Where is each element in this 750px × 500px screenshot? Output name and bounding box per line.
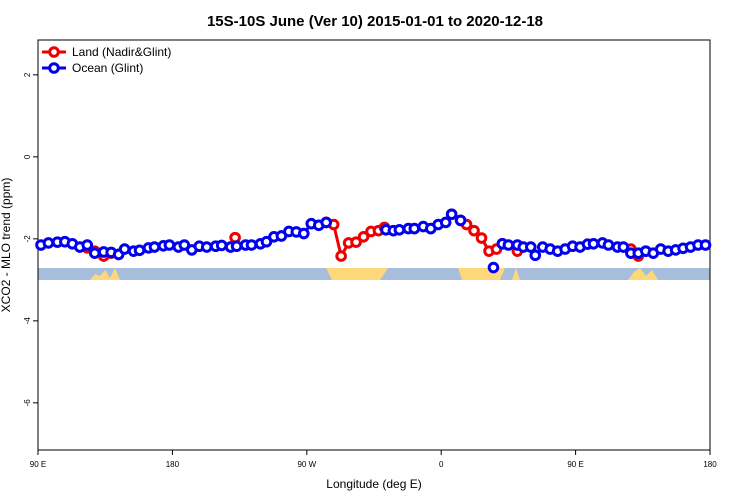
legend: Land (Nadir&Glint) Ocean (Glint) (42, 45, 171, 75)
data-point (408, 222, 421, 235)
legend-marker (48, 62, 60, 74)
data-point (245, 239, 258, 251)
data-point (617, 241, 630, 253)
data-point (487, 261, 500, 274)
data-point (320, 216, 333, 229)
x-tick-label: 90 E (567, 460, 583, 469)
data-point (42, 237, 55, 249)
data-point (200, 241, 213, 253)
x-axis-label: Longitude (deg E) (326, 477, 421, 491)
y-tick-label: -2 (23, 235, 32, 243)
data-point (454, 214, 467, 227)
x-tick-label: 90 E (30, 460, 46, 469)
land-shape (326, 268, 388, 280)
data-point (163, 239, 176, 251)
data-point (529, 249, 542, 262)
data-point (178, 239, 191, 251)
data-point (602, 239, 615, 251)
chart-title: 15S-10S June (Ver 10) 2015-01-01 to 2020… (207, 13, 543, 30)
data-point (118, 243, 131, 255)
legend-marker (48, 46, 60, 58)
y-tick-label: -6 (23, 399, 32, 407)
data-point (525, 241, 537, 253)
data-point (445, 208, 458, 221)
data-point (81, 239, 94, 251)
series-layer (35, 208, 712, 274)
land-shape (512, 268, 520, 280)
data-point (260, 235, 273, 248)
map-strip (38, 268, 710, 280)
data-point (587, 237, 600, 250)
data-point (475, 232, 488, 244)
y-tick-label: -4 (23, 317, 32, 325)
legend-label: Ocean (Glint) (72, 61, 143, 75)
data-point (215, 239, 228, 252)
y-axis-label: XCO2 - MLO trend (ppm) (0, 178, 13, 313)
data-point (335, 250, 347, 262)
data-point (502, 239, 515, 251)
data-point (468, 224, 480, 237)
x-tick-label: 180 (703, 460, 717, 469)
x-tick-label: 0 (439, 460, 444, 469)
data-point (298, 227, 310, 240)
x-tick-label: 90 W (297, 460, 316, 469)
data-point (350, 236, 362, 248)
x-tick-label: 180 (166, 460, 180, 469)
y-tick-label: 2 (23, 72, 32, 77)
land-shape (628, 268, 658, 280)
data-point (133, 244, 146, 257)
legend-label: Land (Nadir&Glint) (72, 45, 171, 59)
data-point (393, 224, 406, 236)
data-point (148, 241, 161, 253)
data-point (699, 239, 712, 251)
data-point (357, 231, 370, 243)
land-shape (90, 268, 120, 280)
data-point (230, 240, 243, 253)
y-tick-label: 0 (23, 154, 32, 159)
data-point (88, 247, 101, 259)
data-point (439, 216, 452, 229)
